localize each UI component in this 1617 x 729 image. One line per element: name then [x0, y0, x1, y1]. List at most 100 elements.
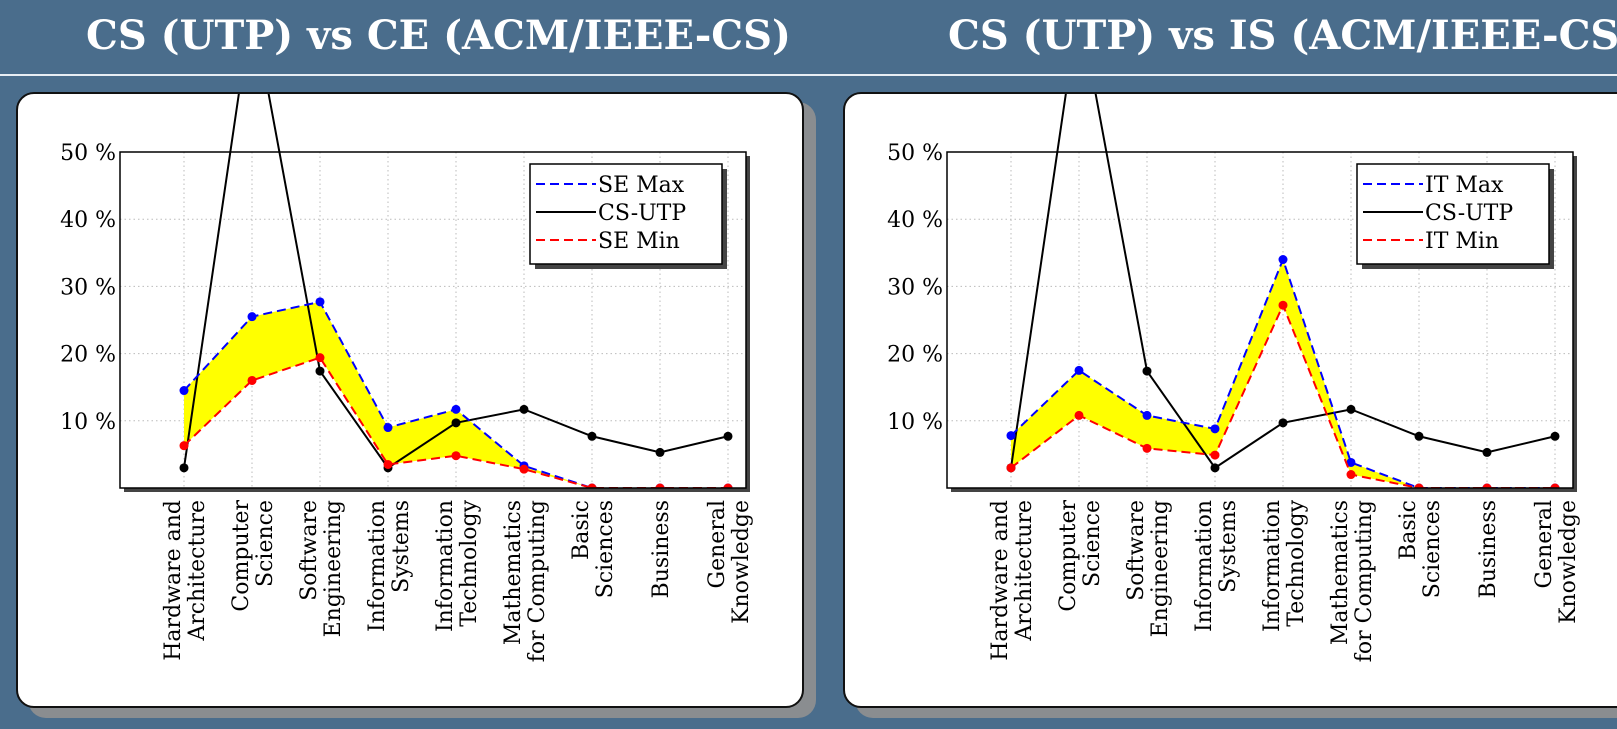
x-category-label: InformationSystems: [1192, 500, 1241, 632]
series-group: [179, 94, 733, 488]
x-category-label: Hardware andArchitecture: [161, 500, 210, 661]
x-category-line: Science: [1080, 500, 1105, 587]
y-tick-label: 40 %: [60, 208, 116, 233]
data-point-cs-utp: [1346, 404, 1356, 414]
legend-entry: SE Min: [598, 229, 680, 254]
y-tick-label: 50 %: [887, 141, 943, 166]
data-point-min: [519, 464, 529, 474]
x-category-line: Science: [253, 500, 278, 587]
x-category-label: ComputerScience: [229, 500, 278, 612]
data-point-max: [1074, 365, 1084, 375]
legend-entry: CS-UTP: [1425, 201, 1513, 226]
data-point-cs-utp: [1142, 366, 1152, 376]
x-category-label: ComputerScience: [1056, 500, 1105, 612]
data-point-cs-utp: [723, 431, 733, 441]
y-tick-label: 50 %: [60, 141, 116, 166]
x-category-label: Business: [1476, 500, 1501, 598]
plot-frame: [119, 151, 747, 489]
x-category-label: BasicSciences: [1396, 500, 1445, 598]
x-category-line: General: [1532, 500, 1557, 588]
x-category-line: Architecture: [1012, 500, 1037, 642]
x-category-line: General: [705, 500, 730, 588]
data-point-cs-utp: [1210, 463, 1220, 473]
data-point-min: [1414, 483, 1424, 488]
x-category-line: Mathematics: [501, 500, 526, 645]
data-point-max: [383, 423, 393, 433]
data-point-min: [1006, 463, 1016, 473]
x-category-line: Business: [649, 500, 674, 598]
x-category-label: GeneralKnowledge: [705, 500, 754, 624]
x-category-line: Technology: [457, 499, 482, 626]
y-tick-label: 20 %: [887, 343, 943, 368]
x-category-label: Mathematicsfor Computing: [1328, 500, 1377, 662]
header-bar: CS (UTP) vs CE (ACM/IEEE-CS) CS (UTP) vs…: [0, 0, 1617, 76]
x-category-line: Knowledge: [729, 500, 754, 624]
data-point-min: [723, 483, 733, 488]
chart-left: 10 % 20 % 30 % 40 % 50 % Hardware andArchitec…: [60, 94, 754, 662]
slide-title-left: CS (UTP) vs CE (ACM/IEEE-CS): [86, 12, 791, 59]
data-point-cs-utp: [179, 463, 189, 473]
y-tick-label: 10 %: [887, 410, 943, 435]
chart-panel-right: 10 % 20 % 30 % 40 % 50 % Hardware andArchitec…: [843, 92, 1617, 708]
data-point-max: [1142, 410, 1152, 420]
x-category-line: Hardware and: [988, 500, 1013, 661]
x-category-line: Information: [365, 500, 390, 632]
range-band: [184, 301, 728, 488]
data-point-cs-utp: [519, 404, 529, 414]
x-category-line: Engineering: [1148, 500, 1173, 637]
legend-box: [1356, 163, 1550, 265]
data-point-cs-utp: [1414, 431, 1424, 441]
data-point-max: [247, 312, 257, 322]
data-point-min: [451, 451, 461, 461]
data-point-min: [1482, 483, 1492, 488]
x-category-label: InformationTechnology: [1260, 499, 1309, 632]
data-point-min: [1550, 483, 1560, 488]
data-point-max: [1278, 255, 1288, 265]
x-category-label: SoftwareEngineering: [297, 500, 346, 637]
x-category-line: Computer: [229, 500, 254, 612]
x-category-label: BasicSciences: [569, 500, 618, 598]
x-category-line: Software: [297, 500, 322, 601]
chart-panel-left: 10 % 20 % 30 % 40 % 50 % Hardware andArchitec…: [16, 92, 804, 708]
x-category-label: InformationTechnology: [433, 499, 482, 632]
x-category-line: Business: [1476, 500, 1501, 598]
data-point-cs-utp: [1550, 431, 1560, 441]
x-category-line: Sciences: [593, 500, 618, 598]
x-category-label: SoftwareEngineering: [1124, 500, 1173, 637]
data-point-max: [179, 386, 189, 396]
x-category-label: Hardware andArchitecture: [988, 500, 1037, 661]
legend-entry: IT Min: [1425, 229, 1499, 254]
data-point-max: [1006, 431, 1016, 441]
legend-entry: SE Max: [598, 173, 685, 198]
data-point-max: [451, 404, 461, 414]
data-point-min: [587, 483, 597, 488]
data-point-max: [1210, 424, 1220, 434]
data-point-min: [383, 459, 393, 469]
data-point-cs-utp: [587, 431, 597, 441]
chart-right: 10 % 20 % 30 % 40 % 50 % Hardware andArchitec…: [887, 94, 1581, 662]
data-point-cs-utp: [1278, 418, 1288, 428]
legend-entry: IT Max: [1425, 173, 1504, 198]
x-category-label: Mathematicsfor Computing: [501, 500, 550, 662]
x-category-line: Hardware and: [161, 500, 186, 661]
x-category-label: InformationSystems: [365, 500, 414, 632]
series-group: [1006, 94, 1560, 488]
data-point-min: [247, 375, 257, 385]
y-tick-label: 30 %: [60, 275, 116, 300]
data-point-max: [1346, 457, 1356, 467]
x-category-line: Systems: [389, 500, 414, 593]
data-point-min: [1346, 470, 1356, 480]
y-tick-label: 30 %: [887, 275, 943, 300]
data-point-min: [655, 483, 665, 488]
data-point-min: [1074, 410, 1084, 420]
x-category-line: Systems: [1216, 500, 1241, 593]
legend-box: [529, 163, 723, 265]
data-point-min: [1142, 443, 1152, 453]
series-line-min: [183, 356, 728, 488]
x-category-line: Mathematics: [1328, 500, 1353, 645]
range-band: [1011, 259, 1555, 488]
x-category-line: Sciences: [1420, 500, 1445, 598]
data-point-min: [1278, 300, 1288, 310]
x-category-line: Technology: [1284, 499, 1309, 626]
x-category-line: Information: [1260, 500, 1285, 632]
